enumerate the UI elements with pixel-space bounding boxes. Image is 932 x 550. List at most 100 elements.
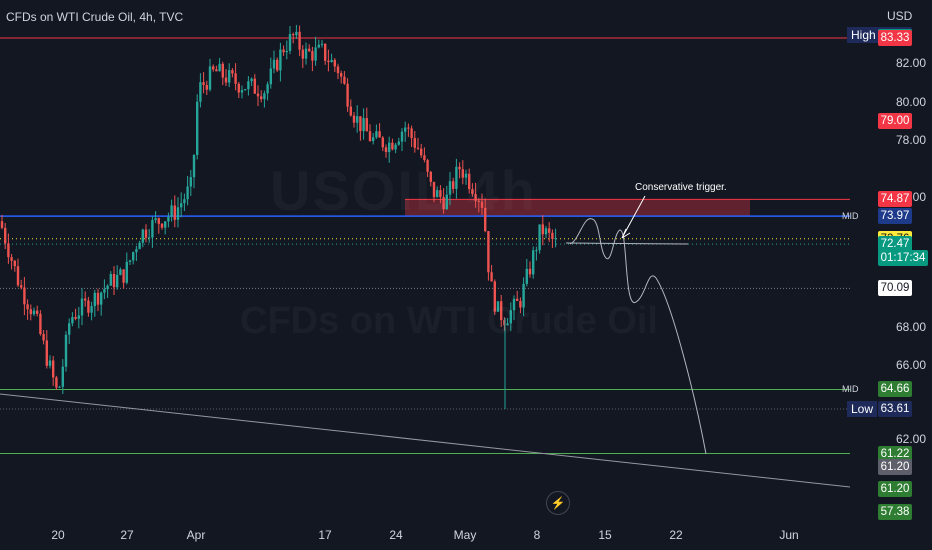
candle-body	[436, 190, 439, 198]
price-tag[interactable]: 83.33	[878, 30, 912, 47]
candle	[87, 296, 90, 317]
price-tag[interactable]: 61.20	[878, 481, 912, 498]
candle	[471, 183, 474, 197]
candle-body	[45, 340, 48, 366]
candle	[343, 71, 346, 85]
candle	[432, 181, 436, 203]
candle	[509, 302, 512, 332]
candle-body	[535, 250, 538, 252]
candle-body	[490, 272, 493, 282]
price-tag[interactable]: 64.66	[878, 381, 912, 398]
price-chart[interactable]	[0, 0, 850, 522]
price-tag[interactable]: 73.97	[878, 208, 912, 225]
candle-body	[141, 229, 144, 243]
candle-body	[544, 228, 548, 235]
price-side-label: MID	[842, 384, 859, 395]
time-axis[interactable]: 20 27 Apr 17 24 May 8 15 22 Jun	[0, 522, 850, 550]
candle	[368, 124, 372, 142]
candle-body	[100, 292, 103, 305]
candle-body	[61, 366, 64, 387]
candle-body	[90, 306, 93, 313]
price-tag[interactable]: 70.09	[878, 280, 912, 297]
candle	[496, 301, 500, 312]
candle-body	[522, 283, 525, 308]
candle-body	[218, 63, 221, 72]
candle	[551, 229, 554, 248]
candle	[58, 385, 61, 389]
candle	[410, 125, 413, 147]
annotation-arrow	[621, 195, 646, 239]
candle-body	[391, 142, 394, 150]
candle-body	[381, 137, 384, 148]
candle	[272, 50, 276, 74]
candle-body	[400, 131, 404, 142]
price-axis[interactable]: USD 82.0080.0078.0075.0068.0066.0062.008…	[842, 0, 932, 522]
price-tag[interactable]: 74.87	[878, 191, 912, 208]
candle-body	[327, 60, 330, 63]
conservative-trigger-note[interactable]: Conservative trigger.	[635, 182, 727, 193]
candle	[260, 90, 263, 103]
candle	[384, 144, 388, 158]
price-tag[interactable]: 72.47	[878, 236, 912, 253]
candle	[311, 46, 314, 72]
candle-body	[112, 274, 116, 288]
candle-body	[439, 190, 442, 198]
price-side-label: MID	[842, 211, 859, 222]
candle-body	[320, 43, 324, 45]
price-tag[interactable]: 01:17:34	[878, 249, 928, 266]
price-tag[interactable]: 79.00	[878, 112, 912, 129]
candle	[365, 107, 368, 132]
price-tag[interactable]: 61.22	[878, 445, 912, 462]
candle-body	[189, 177, 192, 187]
candle	[77, 306, 80, 329]
candle	[503, 317, 506, 331]
candle	[154, 211, 157, 224]
time-tick: 24	[389, 528, 403, 542]
candle-body	[180, 203, 183, 208]
candle-body	[42, 333, 45, 341]
candle-body	[548, 228, 551, 233]
candle-body	[375, 131, 378, 138]
candle	[192, 154, 196, 189]
candle-body	[186, 186, 189, 200]
candle-body	[36, 310, 39, 314]
chart-symbol-title[interactable]: CFDs on WTI Crude Oil, 4h, TVC	[6, 10, 184, 24]
price-tag[interactable]: 57.38	[878, 503, 912, 520]
candle	[535, 246, 538, 261]
candle	[442, 188, 445, 214]
candle	[423, 147, 426, 163]
candle	[336, 63, 340, 80]
time-tick: Apr	[186, 528, 206, 542]
candle	[429, 171, 432, 187]
candle-body	[173, 205, 176, 220]
candle	[330, 53, 333, 63]
price-tag[interactable]: 61.20	[878, 458, 912, 475]
candle	[266, 81, 269, 101]
candle-body	[317, 44, 320, 48]
candle	[362, 108, 365, 140]
candle	[426, 158, 429, 177]
time-tick: 22	[669, 528, 683, 542]
candle-body	[388, 142, 391, 153]
candle	[519, 297, 522, 314]
candle-body	[349, 106, 352, 116]
candle-body	[480, 201, 484, 208]
candle-body	[68, 323, 71, 335]
candle-body	[109, 274, 112, 286]
candle	[407, 123, 410, 137]
candle	[68, 318, 71, 345]
candle	[416, 137, 420, 150]
candle-body	[199, 82, 202, 102]
candle	[292, 32, 295, 44]
candle	[452, 177, 455, 194]
lightning-icon[interactable]: ⚡	[546, 491, 570, 515]
price-tag[interactable]: 63.61	[878, 401, 912, 418]
candle	[301, 45, 304, 69]
candle	[516, 290, 519, 302]
candle-body	[215, 69, 218, 72]
candle-body	[455, 166, 458, 189]
candle	[103, 279, 106, 300]
trigger-line	[565, 242, 689, 245]
candle	[199, 73, 202, 108]
candle	[522, 277, 525, 317]
